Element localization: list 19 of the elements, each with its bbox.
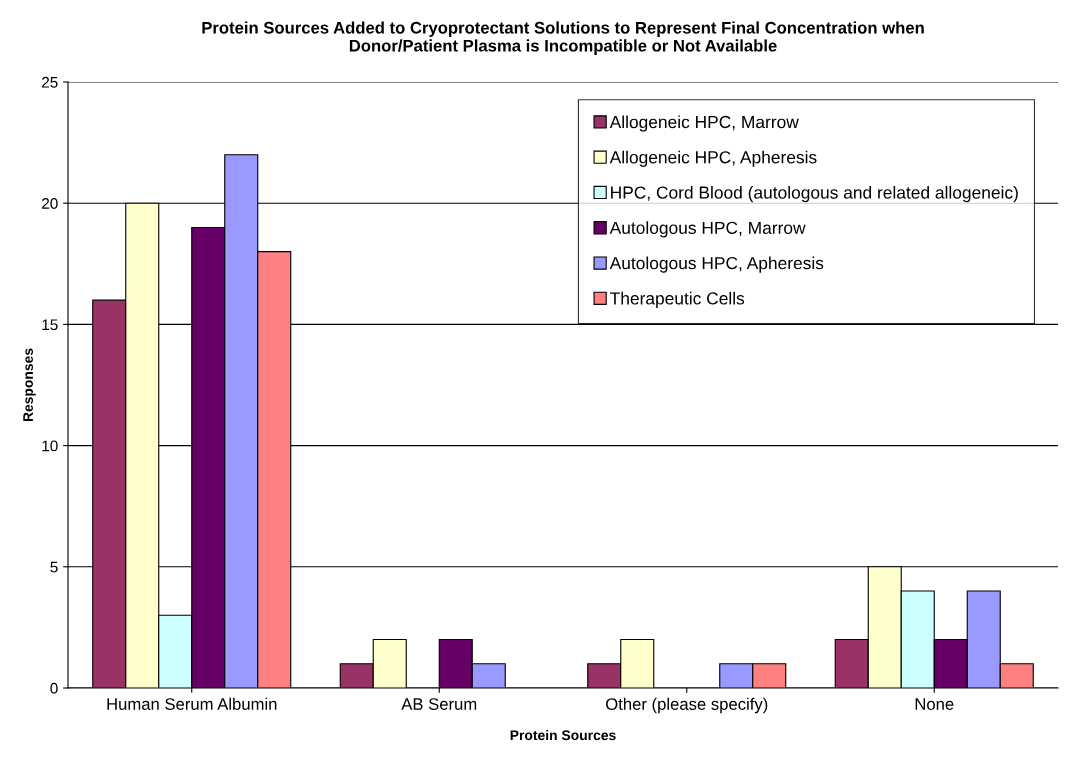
y-tick-label: 0 bbox=[50, 682, 58, 694]
y-tick-label: 10 bbox=[42, 440, 58, 452]
x-tick-label: None bbox=[915, 698, 954, 710]
y-tick-label: 15 bbox=[42, 319, 58, 331]
y-tick-label: 20 bbox=[42, 198, 58, 209]
x-tick-label: Human Serum Albumin bbox=[107, 697, 277, 710]
legend-label: Allogeneic HPC, Apheresis bbox=[609, 150, 817, 167]
y-tick-label: 5 bbox=[50, 561, 58, 573]
legend-label: Allogeneic HPC, Marrow bbox=[609, 115, 799, 132]
chart-title: Protein Sources Added to Cryoprotectant Solutions to Represent Final Concentration when Donor/Patient Plasma is Incompatible or Not Available bbox=[202, 21, 924, 55]
legend-label: Autologous HPC, Apheresis bbox=[609, 256, 824, 273]
y-axis-title: Responses bbox=[23, 348, 36, 422]
x-axis-title: Protein Sources bbox=[510, 729, 616, 741]
legend-label: Therapeutic Cells bbox=[610, 291, 745, 308]
legend-label: Autologous HPC, Marrow bbox=[609, 221, 806, 238]
x-tick-label: AB Serum bbox=[401, 698, 477, 710]
legend-label: HPC, Cord Blood (autologous and related allogeneic) bbox=[611, 185, 1018, 203]
x-tick-label: Other (please specify) bbox=[606, 697, 768, 714]
y-tick-label: 25 bbox=[42, 76, 58, 88]
